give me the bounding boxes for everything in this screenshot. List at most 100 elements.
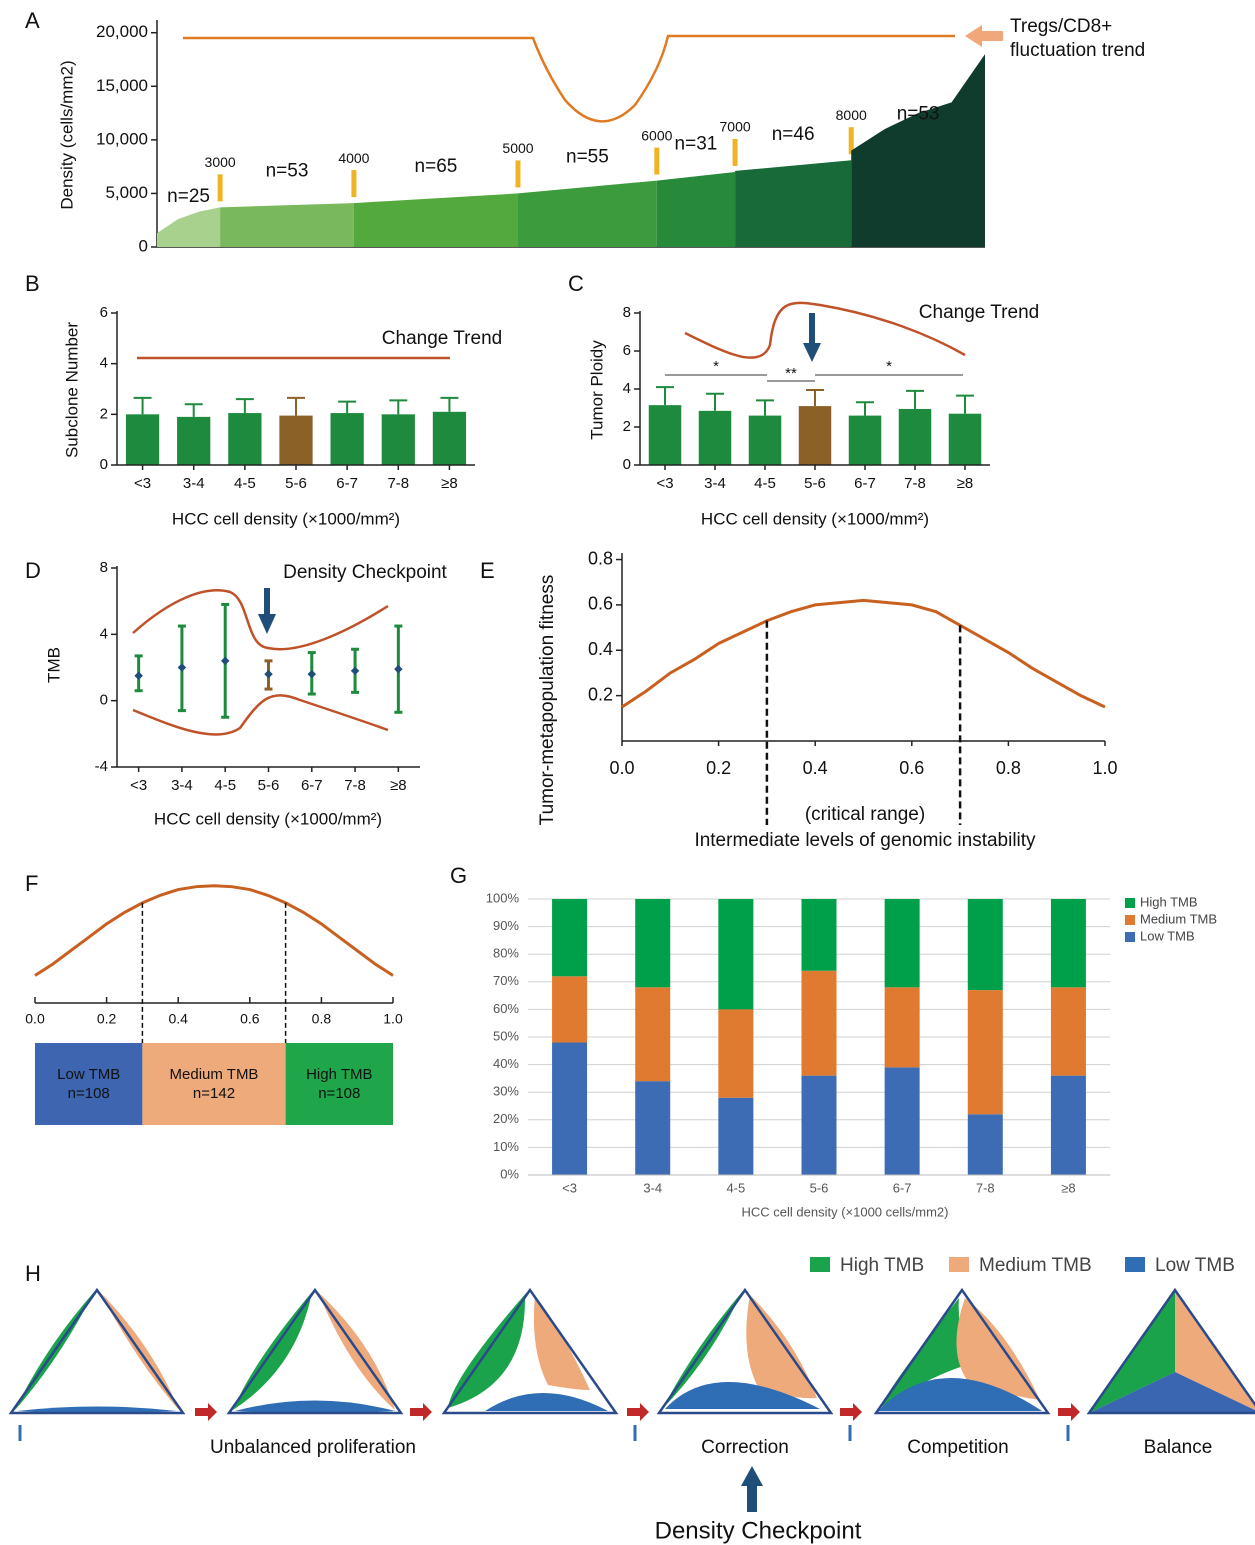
group-count: n=46 [772,124,815,145]
y-tick-label: 4 [623,380,631,397]
bar [849,416,882,465]
y-tick-label: 0.6 [588,594,613,614]
y-tick-label: 50% [493,1028,519,1043]
triangle-stage [659,1290,831,1413]
x-axis-label: Intermediate levels of genomic instabili… [694,830,1036,851]
annotation: fluctuation trend [1010,40,1145,61]
x-tick-label: 3-4 [643,1180,662,1195]
y-tick-label: 0.8 [588,548,613,568]
segment-name: High TMB [306,1066,372,1083]
annotation: Tregs/CD8+ [1010,16,1112,37]
x-tick-label: 4-5 [214,777,236,794]
stacked-bar [968,1114,1003,1175]
x-tick-label: 1.0 [383,1011,403,1027]
group-count: n=31 [675,134,718,155]
y-tick-label: 0.2 [588,684,613,704]
mean-point [351,667,359,675]
x-tick-label: 0.2 [97,1011,117,1027]
density-area [354,193,518,247]
stage-label: Balance [1144,1437,1213,1458]
x-axis-label: HCC cell density (×1000/mm²) [701,509,929,528]
significance: * [713,358,719,375]
density-area [851,54,985,247]
x-tick-label: 6-7 [854,475,876,492]
stacked-bar [718,899,753,1009]
mean-point [264,670,272,678]
y-tick-label: 6 [100,304,108,321]
annotation: Change Trend [382,328,502,349]
threshold-marker [654,148,659,175]
y-tick-label: 0% [500,1166,519,1181]
x-tick-label: 7-8 [904,475,926,492]
panel-label: C [568,271,584,296]
y-tick-label: 15,000 [96,76,148,95]
x-axis-label: HCC cell density (×1000/mm²) [154,809,382,828]
y-tick-label: 10,000 [96,129,148,148]
stacked-bar [802,899,837,971]
stacked-bar [885,899,920,987]
y-tick-label: 6 [623,342,631,359]
triangle-stage [1089,1290,1255,1413]
bar [899,409,932,465]
y-axis-label: Tumor-metapopulation fitness [537,575,558,826]
panel-label: B [25,271,40,296]
x-tick-label: 5-6 [804,475,826,492]
threshold-marker [515,160,520,187]
x-tick-label: 3-4 [171,777,193,794]
x-axis-label: HCC cell density (×1000/mm²) [172,509,400,528]
threshold-label: 3000 [205,154,236,170]
x-tick-label: ≥8 [390,777,407,794]
stacked-bar [802,1076,837,1175]
arrow [809,313,815,345]
x-tick-label: 0.4 [803,758,828,778]
legend-swatch [810,1257,830,1272]
x-tick-label: 4-5 [726,1180,745,1195]
stacked-bar [1051,987,1086,1075]
panel-label: A [25,8,40,33]
x-tick-label: 5-6 [285,475,307,492]
y-tick-label: 0 [139,236,148,255]
arrow [741,1466,763,1512]
x-tick-label: 0.0 [25,1011,45,1027]
threshold-label: 8000 [836,107,867,123]
bar [649,405,682,465]
stacked-bar [1051,899,1086,987]
x-tick-label: 7-8 [344,777,366,794]
x-tick-label: 4-5 [754,475,776,492]
stacked-bar [885,1067,920,1175]
stage-label: Unbalanced proliferation [210,1437,416,1458]
threshold-marker [733,139,738,166]
segment-count: n=108 [68,1085,110,1102]
y-tick-label: 8 [100,559,108,576]
significance: ** [785,365,797,382]
threshold-label: 6000 [641,127,672,143]
significance-lines [665,375,963,381]
legend-label: Medium TMB [979,1255,1092,1276]
x-tick-label: 0.0 [609,758,634,778]
x-tick-label: <3 [656,475,673,492]
x-tick-label: 5-6 [258,777,280,794]
annotation: Change Trend [919,302,1039,323]
y-axis-label: Subclone Number [62,322,81,458]
legend-label: Low TMB [1155,1255,1235,1276]
stacked-bar [718,1098,753,1175]
x-tick-label: 3-4 [704,475,726,492]
y-tick-label: 4 [100,355,108,372]
x-tick-label: 7-8 [976,1180,995,1195]
legend-label: High TMB [840,1255,924,1276]
panel-label: G [450,863,467,888]
y-tick-label: -4 [95,758,108,775]
threshold-label: 7000 [720,119,751,135]
panel-label: E [480,558,495,583]
segment-count: n=142 [193,1085,235,1102]
bar [331,413,364,465]
x-tick-label: 1.0 [1092,758,1117,778]
panel-label: H [25,1261,41,1286]
significance: * [886,358,892,375]
curve [622,600,1105,707]
y-axis-label: Density (cells/mm2) [57,60,76,209]
triangle-stage [11,1290,183,1414]
bar [749,416,782,465]
stacked-bar [635,899,670,987]
x-tick-label: 6-7 [301,777,323,794]
